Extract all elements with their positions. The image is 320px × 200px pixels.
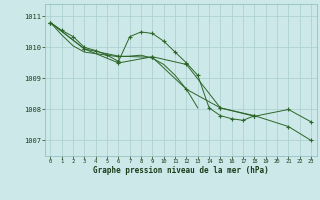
X-axis label: Graphe pression niveau de la mer (hPa): Graphe pression niveau de la mer (hPa): [93, 166, 269, 175]
